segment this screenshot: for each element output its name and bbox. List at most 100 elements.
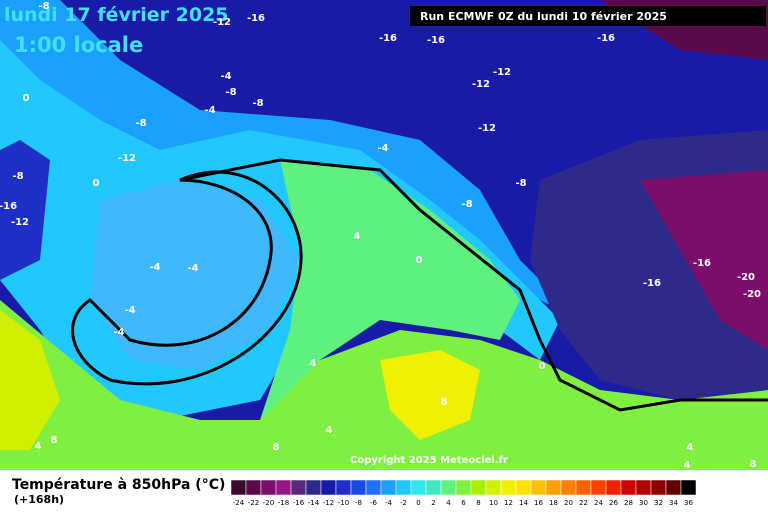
contour-label: 8: [273, 442, 280, 453]
scale-label: 6: [461, 499, 466, 507]
scale-swatch: [290, 479, 307, 496]
scale-swatch: [425, 479, 442, 496]
contour-label: -4: [113, 327, 124, 338]
contour-label: -16: [247, 13, 265, 24]
scale-label: 22: [579, 499, 588, 507]
scale-swatch: [470, 479, 487, 496]
scale-label: 26: [609, 499, 618, 507]
scale-swatch: [275, 479, 292, 496]
scale-swatch: [590, 479, 607, 496]
scale-label: -14: [308, 499, 320, 507]
contour-label: 4: [35, 441, 42, 452]
scale-label: -10: [338, 499, 349, 507]
contour-label: -12: [118, 153, 136, 164]
contour-label: -12: [478, 123, 496, 134]
scale-label: -16: [293, 499, 305, 507]
scale-label: 24: [594, 499, 603, 507]
scale-swatch: [305, 479, 322, 496]
temperature-fields: [0, 0, 768, 470]
scale-swatch: [245, 479, 262, 496]
scale-label: 28: [624, 499, 633, 507]
scale-label: 16: [534, 499, 543, 507]
scale-swatch: [410, 479, 427, 496]
scale-swatch: [440, 479, 457, 496]
scale-label: -22: [248, 499, 259, 507]
contour-label: -16: [427, 35, 445, 46]
color-scale: -24 -22 -20 -18 -16 -14 -12 -10 -8 -6 -4 -2 0 2 4 6 8 10 1…: [230, 479, 697, 507]
time-title: 1:00 locale: [14, 33, 143, 57]
scale-label: 30: [639, 499, 648, 507]
contour-label: -12: [493, 67, 511, 78]
contour-label: 4: [684, 460, 691, 471]
contour-label: -16: [693, 258, 711, 269]
scale-label: 18: [549, 499, 558, 507]
contour-label: -8: [38, 1, 49, 12]
contour-label: -4: [204, 105, 215, 116]
contour-label: 8: [51, 435, 58, 446]
scale-swatch: [260, 479, 277, 496]
scale-swatch: [650, 479, 667, 496]
contour-label: 4: [354, 231, 361, 242]
run-banner: [410, 6, 766, 26]
contour-label: -4: [377, 143, 388, 154]
contour-label: -16: [0, 201, 17, 212]
scale-label: 34: [669, 499, 678, 507]
scale-swatch: [605, 479, 622, 496]
contour-label: -16: [643, 278, 661, 289]
scale-swatch: [635, 479, 652, 496]
scale-swatch: [680, 479, 697, 496]
scale-swatch: [350, 479, 367, 496]
scale-label: 36: [684, 499, 693, 507]
scale-label: 10: [489, 499, 498, 507]
scale-label: 12: [504, 499, 513, 507]
scale-swatch: [575, 479, 592, 496]
scale-label: 0: [416, 499, 420, 507]
contour-label: -8: [135, 118, 146, 129]
contour-label: 4: [310, 358, 317, 369]
contour-label: -8: [252, 98, 263, 109]
scale-label: -12: [323, 499, 334, 507]
contour-labels: -8 -12 -16 -16 -16 -16 -12 -12 -8 -4 -8 -4 -8 -12 -4 -1…: [0, 1, 761, 471]
contour-label: 0: [416, 255, 423, 266]
contour-label: -16: [597, 33, 615, 44]
scale-label: -20: [263, 499, 274, 507]
scale-label: -2: [400, 499, 407, 507]
scale-swatch: [395, 479, 412, 496]
copyright: Copyright 2025 Meteociel.fr: [350, 455, 508, 466]
contour-label: 4: [326, 425, 333, 436]
scale-label: -6: [370, 499, 378, 507]
contour-label: 0: [539, 361, 546, 372]
contour-label: 0: [23, 93, 30, 104]
contour-label: 4: [687, 442, 694, 453]
scale-label: 4: [446, 499, 451, 507]
scale-swatch: [380, 479, 397, 496]
scale-swatch: [455, 479, 472, 496]
scale-swatch: [485, 479, 502, 496]
contour-label: -4: [187, 263, 198, 274]
scale-swatch: [365, 479, 382, 496]
scale-swatch: [230, 479, 247, 496]
scale-swatch: [665, 479, 682, 496]
scale-label: -4: [385, 499, 393, 507]
contour-label: -8: [225, 87, 236, 98]
contour-label: -8: [12, 171, 23, 182]
contour-label: 8: [750, 459, 757, 470]
contour-label: -4: [124, 305, 135, 316]
scale-label: -18: [278, 499, 289, 507]
contour-label: -4: [220, 71, 231, 82]
legend-lead: (+168h): [14, 493, 64, 506]
contour-label: -12: [213, 17, 231, 28]
scale-label: 14: [519, 499, 528, 507]
contour-label: -20: [743, 289, 761, 300]
contour-label: -4: [149, 262, 160, 273]
contour-label: 8: [441, 397, 448, 408]
contour-label: -12: [11, 217, 29, 228]
legend-title: Température à 850hPa (°C): [12, 477, 225, 493]
scale-label: -24: [233, 499, 245, 507]
scale-swatch: [545, 479, 562, 496]
scale-swatch: [320, 479, 337, 496]
scale-label: 8: [476, 499, 480, 507]
run-text: Run ECMWF 0Z du lundi 10 février 2025: [420, 10, 667, 23]
scale-label: 32: [654, 499, 663, 507]
